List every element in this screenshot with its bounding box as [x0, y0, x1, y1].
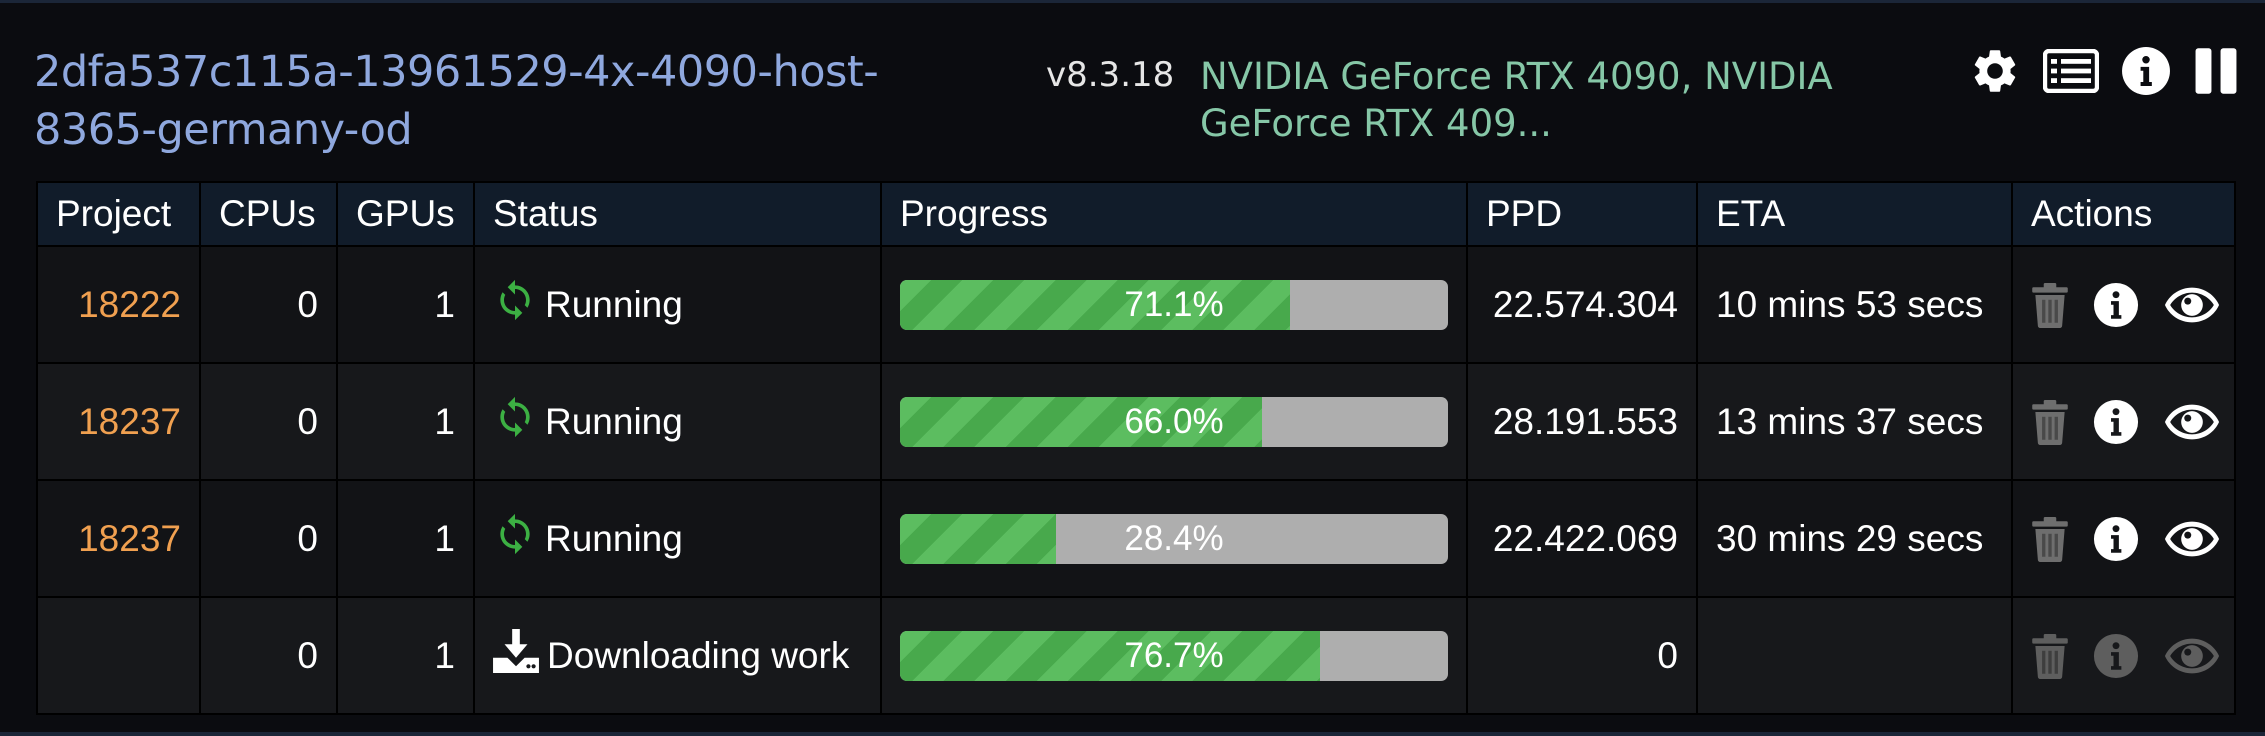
eta-cell — [1696, 596, 2013, 715]
trash-icon[interactable] — [2031, 399, 2069, 445]
info-icon[interactable] — [2093, 516, 2139, 562]
status-label: Running — [545, 400, 683, 442]
column-header-eta[interactable]: ETA — [1696, 181, 2013, 247]
progress-cell: 28.4% — [880, 479, 1468, 598]
eye-icon — [2163, 636, 2221, 676]
info-icon — [2093, 633, 2139, 679]
progress-label: 71.1% — [1124, 284, 1224, 324]
eta-cell: 13 mins 37 secs — [1696, 362, 2013, 481]
eye-icon[interactable] — [2163, 285, 2221, 325]
eta-cell: 30 mins 29 secs — [1696, 479, 2013, 598]
table-row: 18222 0 1 Running 71.1% 22.574.304 10 mi… — [36, 245, 2236, 364]
progress-bar: 71.1% — [900, 279, 1448, 330]
progress-fill — [900, 513, 1056, 564]
cpus-cell: 0 — [199, 245, 338, 364]
ppd-cell: 22.574.304 — [1466, 245, 1698, 364]
cpus-cell: 0 — [199, 596, 338, 715]
progress-bar: 76.7% — [900, 630, 1448, 681]
project-cell[interactable] — [36, 596, 201, 715]
column-header-progress[interactable]: Progress — [880, 181, 1468, 247]
cpus-cell: 0 — [199, 479, 338, 598]
info-icon[interactable] — [2121, 46, 2171, 96]
machine-toolbar — [1969, 43, 2239, 99]
progress-cell: 76.7% — [880, 596, 1468, 715]
status-cell: Running — [473, 479, 882, 598]
progress-fill — [900, 279, 1290, 330]
gpu-list: NVIDIA GeForce RTX 4090, NVIDIA GeForce … — [1200, 55, 1833, 145]
sync-icon — [493, 395, 537, 448]
table-row: 0 1 Downloading work 76.7% 0 — [36, 596, 2236, 715]
ppd-cell: 0 — [1466, 596, 1698, 715]
progress-label: 28.4% — [1124, 518, 1224, 558]
progress-label: 66.0% — [1124, 401, 1224, 441]
host-name: 2dfa537c115a-13961529-4x-4090-host-8365-… — [34, 47, 879, 155]
gpus-cell: 1 — [336, 479, 475, 598]
list-icon[interactable] — [2043, 49, 2099, 93]
client-version: v8.3.18 — [1046, 55, 1175, 95]
status-cell: Downloading work — [473, 596, 882, 715]
progress-bar: 28.4% — [900, 513, 1448, 564]
progress-label: 76.7% — [1124, 635, 1224, 675]
column-header-actions: Actions — [2011, 181, 2236, 247]
gpus-cell: 1 — [336, 245, 475, 364]
actions-cell — [2011, 362, 2236, 481]
ppd-cell: 22.422.069 — [1466, 479, 1698, 598]
actions-cell — [2011, 245, 2236, 364]
table-row: 18237 0 1 Running 28.4% 22.422.069 30 mi… — [36, 479, 2236, 598]
eye-icon[interactable] — [2163, 519, 2221, 559]
status-label: Running — [545, 283, 683, 325]
project-cell[interactable]: 18222 — [36, 245, 201, 364]
column-header-ppd[interactable]: PPD — [1466, 181, 1698, 247]
project-cell[interactable]: 18237 — [36, 479, 201, 598]
info-icon[interactable] — [2093, 399, 2139, 445]
progress-fill — [900, 396, 1262, 447]
gpus-cell: 1 — [336, 596, 475, 715]
actions-cell — [2011, 479, 2236, 598]
gpus-cell: 1 — [336, 362, 475, 481]
sync-icon — [493, 278, 537, 331]
status-label: Running — [545, 517, 683, 559]
column-header-gpus[interactable]: GPUs — [336, 181, 475, 247]
cpus-cell: 0 — [199, 362, 338, 481]
progress-bar: 66.0% — [900, 396, 1448, 447]
status-cell: Running — [473, 362, 882, 481]
trash-icon[interactable] — [2031, 516, 2069, 562]
column-header-status[interactable]: Status — [473, 181, 882, 247]
ppd-cell: 28.191.553 — [1466, 362, 1698, 481]
column-header-cpus[interactable]: CPUs — [199, 181, 338, 247]
table-row: 18237 0 1 Running 66.0% 28.191.553 13 mi… — [36, 362, 2236, 481]
column-header-project[interactable]: Project — [36, 181, 201, 247]
progress-cell: 71.1% — [880, 245, 1468, 364]
actions-cell — [2011, 596, 2236, 715]
pause-icon[interactable] — [2193, 46, 2239, 96]
table-header-row: Project CPUs GPUs Status Progress PPD ET… — [36, 181, 2236, 247]
eta-cell: 10 mins 53 secs — [1696, 245, 2013, 364]
progress-cell: 66.0% — [880, 362, 1468, 481]
project-cell[interactable]: 18237 — [36, 362, 201, 481]
sync-icon — [493, 512, 537, 565]
progress-fill — [900, 630, 1321, 681]
eye-icon[interactable] — [2163, 402, 2221, 442]
info-icon[interactable] — [2093, 282, 2139, 328]
status-label: Downloading work — [547, 634, 850, 676]
status-cell: Running — [473, 245, 882, 364]
work-units-table: Project CPUs GPUs Status Progress PPD ET… — [36, 181, 2236, 715]
download-icon — [493, 629, 539, 682]
trash-icon — [2031, 633, 2069, 679]
trash-icon[interactable] — [2031, 282, 2069, 328]
gear-icon[interactable] — [1969, 45, 2021, 97]
